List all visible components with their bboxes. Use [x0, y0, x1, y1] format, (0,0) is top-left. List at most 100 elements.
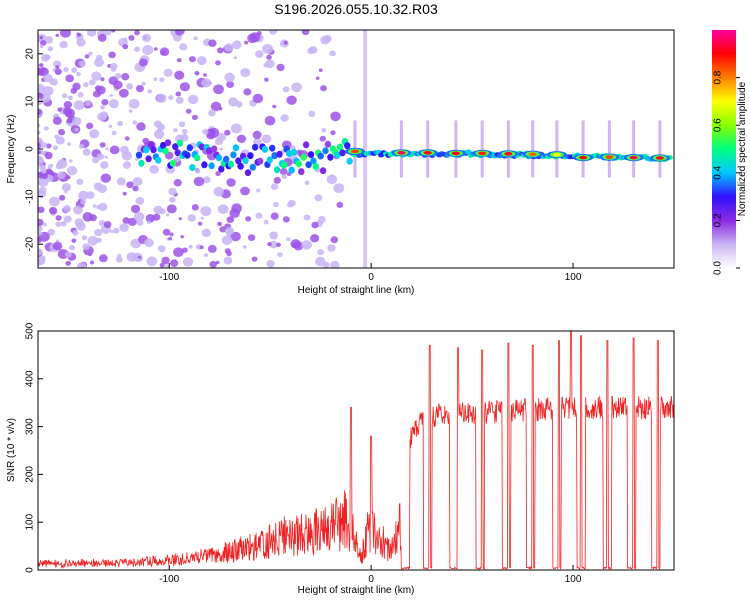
ridge-cell	[172, 143, 179, 151]
noise-blob	[127, 217, 137, 226]
ridge-cell	[215, 154, 223, 162]
noise-blob	[69, 159, 73, 163]
noise-blob	[286, 95, 297, 105]
noise-blob	[67, 142, 71, 146]
noise-blob	[40, 142, 48, 149]
spectral-burst	[528, 152, 537, 156]
noise-blob	[170, 259, 179, 268]
noise-blob	[153, 129, 165, 140]
noise-blob	[315, 256, 326, 267]
noise-blob	[168, 237, 173, 241]
noise-blob	[133, 212, 145, 222]
noise-blob	[117, 120, 123, 127]
noise-blob	[38, 150, 41, 155]
noise-blob	[304, 180, 310, 185]
noise-blob	[42, 222, 48, 227]
noise-blob	[281, 174, 287, 180]
ridge-cell	[218, 165, 225, 173]
noise-blob	[330, 130, 336, 136]
noise-blob	[146, 220, 151, 225]
noise-blob	[73, 205, 83, 215]
noise-blob	[303, 214, 311, 221]
ridge-cell	[138, 159, 145, 167]
noise-blob	[249, 32, 261, 42]
noise-blob	[178, 121, 186, 128]
noise-blob	[76, 262, 87, 268]
noise-blob	[215, 60, 221, 66]
noise-blob	[320, 85, 327, 92]
ridge-cell	[344, 142, 351, 150]
snr-y-axis: 0 100 200 300 400 500	[25, 322, 43, 573]
noise-blob	[128, 35, 135, 41]
ridge-cell	[169, 159, 177, 167]
noise-blob	[283, 40, 288, 45]
noise-blob	[44, 151, 53, 160]
noise-blob	[314, 194, 323, 202]
noise-blob	[89, 129, 100, 139]
spectrogram-y-tick-label: 20	[25, 48, 36, 60]
noise-blob	[333, 183, 345, 194]
noise-blob	[38, 142, 42, 149]
ridge-cell	[290, 148, 298, 156]
spectrogram-y-label: Frequency (Hz)	[6, 115, 17, 184]
noise-blob	[42, 173, 48, 180]
noise-blob	[99, 142, 106, 148]
noise-blob	[247, 234, 256, 242]
noise-blob	[137, 255, 142, 259]
noise-blob	[175, 91, 182, 97]
noise-blob	[330, 236, 339, 244]
ridge-cell	[244, 169, 252, 177]
noise-blob	[174, 156, 181, 163]
spectrogram-y-tick-label: 10	[25, 95, 36, 107]
noise-blob	[255, 212, 263, 219]
noise-blob	[319, 135, 326, 142]
noise-blob	[194, 70, 200, 76]
noise-blob	[178, 217, 182, 221]
noise-blob	[240, 68, 251, 78]
ridge-cell	[298, 168, 305, 176]
noise-blob	[114, 72, 122, 79]
ridge-cell	[273, 166, 281, 174]
noise-blob	[100, 105, 105, 110]
noise-blob	[191, 204, 199, 211]
spectral-burst	[397, 151, 406, 155]
noise-blob	[267, 242, 272, 247]
noise-blob	[269, 240, 278, 249]
spectrogram-y-tick-label: -20	[25, 237, 36, 252]
noise-blob	[59, 40, 68, 49]
noise-blob	[41, 54, 50, 62]
noise-blob	[128, 98, 140, 109]
noise-blob	[315, 76, 320, 80]
noise-blob	[162, 228, 171, 236]
noise-blob	[94, 85, 102, 92]
noise-blob	[224, 72, 235, 83]
noise-blob	[245, 216, 252, 222]
spectral-burst	[655, 156, 664, 160]
noise-blob	[96, 54, 103, 61]
noise-blob	[65, 175, 71, 180]
noise-blob	[318, 216, 326, 223]
noise-blob	[78, 60, 86, 67]
spectrogram-x-label: Height of straight line (km)	[298, 285, 415, 296]
noise-blob	[58, 194, 66, 201]
noise-blob	[164, 264, 169, 268]
noise-blob	[219, 226, 227, 233]
noise-blob	[269, 30, 278, 35]
ridge-cell	[150, 146, 157, 154]
ridge-cell	[227, 160, 235, 168]
noise-blob	[132, 120, 138, 125]
colorbar-strip	[712, 30, 736, 268]
noise-blob	[63, 215, 72, 223]
ridge-cell	[210, 145, 218, 153]
snr-x-tick-label: 100	[565, 574, 582, 585]
ridge-cell	[302, 141, 310, 149]
ridge-cell	[135, 151, 143, 159]
noise-blob	[128, 109, 133, 113]
noise-blob	[89, 214, 97, 222]
burst-streak	[658, 120, 662, 178]
burst-streak	[426, 120, 430, 178]
noise-blob	[144, 238, 154, 248]
noise-blob	[264, 115, 276, 126]
noise-blob	[197, 221, 203, 226]
